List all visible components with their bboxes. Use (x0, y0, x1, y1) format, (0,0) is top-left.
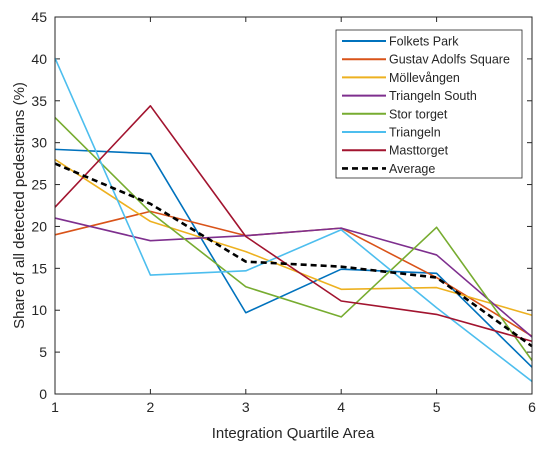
y-tick-label: 45 (31, 9, 47, 25)
x-tick-label: 3 (242, 399, 250, 415)
series-line-triangeln-south (54, 217, 533, 338)
legend-label: Gustav Adolfs Square (389, 53, 510, 67)
series-line-average (54, 162, 533, 348)
y-tick-label: 15 (31, 260, 47, 276)
x-tick-label: 1 (51, 399, 59, 415)
y-tick-label: 20 (31, 218, 47, 234)
series-line-triangeln (54, 57, 533, 383)
y-axis-ticks: 0 5 10 15 20 25 30 35 40 45 (31, 9, 532, 402)
y-tick-label: 35 (31, 93, 47, 109)
series-line-m-llev-ngen (54, 158, 533, 317)
legend-box (335, 29, 523, 179)
y-tick-label: 10 (31, 302, 47, 318)
legend: Folkets Park Gustav Adolfs Square Möllevån… (335, 29, 523, 179)
series-line-stor-torget (54, 116, 533, 361)
series-line-masttorget (54, 105, 533, 342)
y-tick-label: 5 (39, 344, 47, 360)
legend-label: Möllevången (389, 71, 460, 85)
x-axis-label: Integration Quartile Area (212, 425, 375, 442)
plot-area-frame (54, 16, 533, 395)
y-axis-label: Share of all detected pedestrians (%) (11, 82, 28, 329)
legend-label: Triangeln (389, 126, 441, 140)
legend-label: Folkets Park (389, 35, 459, 49)
series-line-gustav-adolfs-square (54, 210, 533, 337)
legend-label: Masttorget (389, 144, 449, 158)
legend-label: Average (389, 162, 435, 176)
x-tick-label: 5 (433, 399, 441, 415)
legend-label: Triangeln South (389, 89, 477, 103)
y-tick-label: 40 (31, 51, 47, 67)
x-tick-label: 2 (147, 399, 155, 415)
y-tick-label: 0 (39, 386, 47, 402)
legend-label: Stor torget (389, 107, 448, 121)
series-lines (54, 57, 533, 383)
x-tick-label: 6 (528, 399, 536, 415)
y-tick-label: 25 (31, 177, 47, 193)
series-line-folkets-park (54, 148, 533, 368)
x-tick-label: 4 (337, 399, 345, 415)
y-tick-label: 30 (31, 135, 47, 151)
